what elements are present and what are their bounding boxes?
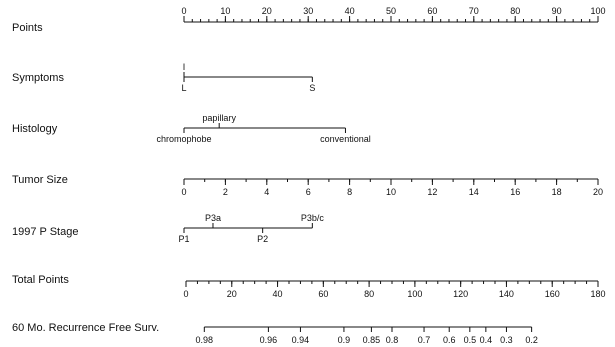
scale-symptoms: Symptoms I L S xyxy=(12,62,315,93)
scale-recurrence-free: 60 Mo. Recurrence Free Surv. 0.98 0.96 0.94… xyxy=(12,322,538,345)
category-label: P2 xyxy=(257,234,268,244)
tick-label: 0.7 xyxy=(418,335,431,345)
category-label: I xyxy=(183,62,186,72)
tick-label: 70 xyxy=(469,6,479,16)
tick-label: 14 xyxy=(469,187,479,197)
category-label: P3a xyxy=(205,213,221,223)
tick-label: 0.6 xyxy=(443,335,456,345)
tick-label: 0.96 xyxy=(260,335,278,345)
tick-label: 0.2 xyxy=(525,335,538,345)
scale-histology: Histology chromophobe papillary conventiona… xyxy=(12,113,371,144)
tick-label: 120 xyxy=(453,289,468,299)
row-label-tumor-size: Tumor Size xyxy=(12,174,68,186)
tick-label: 8 xyxy=(347,187,352,197)
category-label: S xyxy=(309,83,315,93)
tick-label: 6 xyxy=(306,187,311,197)
tick-label: 0.8 xyxy=(386,335,399,345)
tick-label: 20 xyxy=(227,289,237,299)
tick-label: 12 xyxy=(427,187,437,197)
tick-label: 50 xyxy=(386,6,396,16)
tick-label: 180 xyxy=(590,289,605,299)
category-label: chromophobe xyxy=(156,134,211,144)
tick-label: 60 xyxy=(427,6,437,16)
tick-label: 140 xyxy=(499,289,514,299)
scale-p-stage: 1997 P Stage P1 P3a P2 P3b/c xyxy=(12,213,324,244)
tick-label: 30 xyxy=(303,6,313,16)
tick-label: 0 xyxy=(181,187,186,197)
tick-label: 80 xyxy=(510,6,520,16)
scale-points: Points 0 10 20 30 40 50 60 70 80 90 100 xyxy=(12,6,606,34)
tick-label: 0.9 xyxy=(338,335,351,345)
tick-label: 16 xyxy=(510,187,520,197)
tick-label: 90 xyxy=(552,6,562,16)
tick-label: 0 xyxy=(183,289,188,299)
row-label-recurrence-free: 60 Mo. Recurrence Free Surv. xyxy=(12,322,159,334)
row-label-histology: Histology xyxy=(12,123,58,135)
tick-label: 20 xyxy=(262,6,272,16)
row-label-p-stage: 1997 P Stage xyxy=(12,226,78,238)
tick-label: 0.98 xyxy=(196,335,214,345)
scale-tumor-size: Tumor Size 0 2 4 6 8 10 12 14 16 18 20 xyxy=(12,174,603,197)
row-label-total-points: Total Points xyxy=(12,274,69,286)
tick-label: 0.94 xyxy=(292,335,310,345)
tick-label: 0 xyxy=(181,6,186,16)
scale-total-points: Total Points 0 20 40 60 80 100 120 140 160 180 xyxy=(12,274,606,299)
tick-label: 40 xyxy=(273,289,283,299)
tick-label: 2 xyxy=(223,187,228,197)
row-label-points: Points xyxy=(12,22,43,34)
category-label: L xyxy=(181,83,186,93)
category-label: P1 xyxy=(178,234,189,244)
tick-label: 160 xyxy=(545,289,560,299)
tick-label: 10 xyxy=(220,6,230,16)
tick-label: 60 xyxy=(318,289,328,299)
tick-label: 0.3 xyxy=(500,335,513,345)
tick-label: 0.85 xyxy=(363,335,381,345)
tick-label: 4 xyxy=(264,187,269,197)
tick-label: 100 xyxy=(590,6,605,16)
tick-label: 18 xyxy=(552,187,562,197)
category-label: papillary xyxy=(202,113,236,123)
row-label-symptoms: Symptoms xyxy=(12,72,64,84)
tick-label: 40 xyxy=(345,6,355,16)
tick-label: 0.5 xyxy=(464,335,477,345)
tick-label: 10 xyxy=(386,187,396,197)
category-label: P3b/c xyxy=(301,213,325,223)
tick-label: 20 xyxy=(593,187,603,197)
tick-label: 100 xyxy=(407,289,422,299)
tick-label: 80 xyxy=(364,289,374,299)
category-label: conventional xyxy=(320,134,371,144)
tick-label: 0.4 xyxy=(480,335,493,345)
